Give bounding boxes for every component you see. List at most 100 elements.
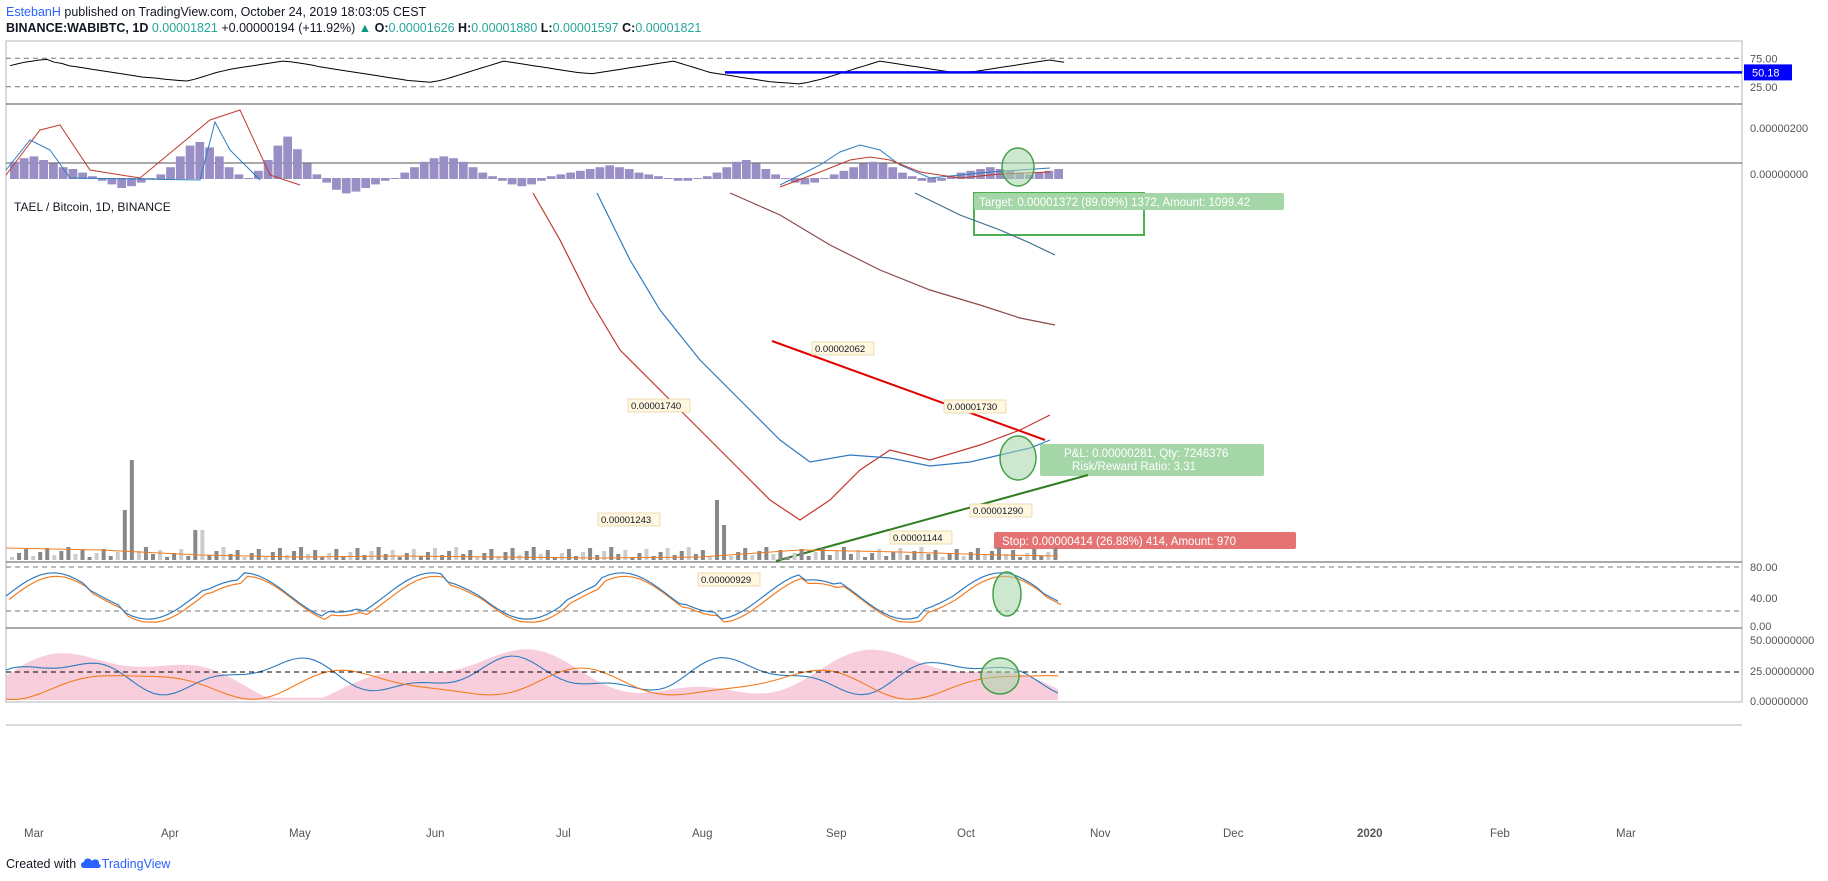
resistance-trendline [771, 340, 1046, 441]
x-axis-label: Mar [1616, 828, 1636, 840]
volume-bar [376, 547, 381, 560]
macd-histogram-bar [761, 169, 771, 179]
volume-bar [863, 557, 868, 560]
macd-histogram-bar [127, 178, 136, 187]
volume-bar [383, 554, 388, 560]
volume-bar [919, 547, 924, 560]
volume-bar [503, 552, 508, 560]
macd-histogram-bar [839, 170, 849, 179]
volume-bar [172, 553, 177, 560]
macd-histogram-bar [507, 178, 517, 185]
target-label-box [974, 193, 1284, 210]
price-annotation-box [889, 530, 953, 545]
volume-bar [707, 557, 712, 560]
volume-bar [912, 551, 917, 560]
macd-histogram-bar [146, 178, 156, 179]
macd-histogram-bar [332, 178, 341, 190]
macd-line-right [779, 144, 1051, 186]
macd-histogram-bar [585, 169, 595, 179]
macd-histogram-bar [19, 158, 29, 179]
macd-histogram-bar [820, 178, 829, 179]
stop-label-box [994, 532, 1296, 549]
macd-histogram-bar [634, 172, 644, 179]
volume-bar [1018, 557, 1023, 560]
open-value: 0.00001626 [388, 21, 455, 35]
price-annotation-box [811, 341, 875, 356]
volume-bar [186, 556, 191, 560]
volume-bar [341, 556, 346, 560]
macd-histogram-bar [253, 170, 263, 179]
macd-histogram-bar [410, 167, 419, 179]
macd-histogram-bar [302, 163, 312, 179]
macd-histogram-bar [927, 178, 937, 183]
macd-histogram-bar [800, 178, 810, 185]
x-axis-label: 2020 [1357, 828, 1383, 840]
macd-histogram-bar [673, 178, 683, 181]
macd-histogram-bar [1054, 169, 1063, 179]
volume-bar [926, 554, 931, 560]
volume-bar [856, 550, 860, 560]
macd-histogram-bar [10, 161, 19, 179]
volume-bar [31, 556, 36, 560]
volume-bar [228, 554, 233, 560]
volume-bar [108, 556, 113, 560]
volume-bar [813, 552, 818, 560]
price-annotation-label: 0.00001740 [631, 401, 681, 412]
volume-bar [496, 556, 501, 560]
breakout-highlight [999, 435, 1037, 481]
symbol-label: BINANCE:WABIBTC, 1D [6, 21, 149, 35]
risk-reward-label: Risk/Reward Ratio: 3.31 [1072, 461, 1196, 473]
volume-bar [891, 552, 896, 560]
up-arrow-icon: ▲ [358, 21, 372, 35]
tradingview-brand[interactable]: TradingView [101, 857, 171, 871]
volume-ma-line [5, 547, 1059, 559]
stoch-axis-tick: 0.00 [1750, 621, 1771, 633]
volume-bar [623, 550, 628, 560]
volume-bar [757, 551, 762, 560]
macd-histogram-bar [429, 158, 439, 179]
volume-bar [38, 552, 43, 560]
volume-bar [235, 550, 240, 560]
volume-bar [277, 548, 282, 560]
macd-histogram-bar [371, 178, 380, 185]
volume-bar [989, 551, 994, 560]
volume-bar [588, 548, 593, 560]
macd-histogram-bar [1044, 170, 1054, 179]
volume-bar [700, 550, 705, 560]
price-annotation-label: 0.00001243 [601, 515, 651, 526]
stoch-d-line [8, 575, 1062, 623]
macd-histogram-bar [400, 172, 410, 179]
macd-axis-tick: 0.00000200 [1750, 123, 1808, 135]
price-annotation-box [943, 399, 1007, 414]
macd-histogram-bar [868, 161, 878, 179]
macd-histogram-bar [605, 165, 615, 179]
volume-bar [827, 555, 832, 560]
volume-bar [644, 549, 649, 560]
macd-histogram-bar [644, 174, 654, 179]
volume-bar [552, 557, 557, 560]
macd-histogram-bar [790, 178, 800, 183]
dmi-axis-tick: 0.00000000 [1750, 696, 1808, 708]
author-link[interactable]: EstebanH [6, 5, 61, 19]
volume-bar [750, 555, 755, 560]
macd-histogram-bar [527, 178, 536, 185]
volume-bar [80, 550, 85, 560]
price-annotation-label: 0.00000929 [701, 575, 751, 586]
volume-bar [390, 550, 395, 560]
macd-histogram-bar [985, 167, 995, 179]
volume-bar [299, 547, 304, 560]
macd-histogram-bar [78, 172, 88, 179]
volume-bar [115, 552, 120, 560]
volume-bar [489, 549, 494, 560]
volume-bar [122, 510, 127, 560]
price-annotation-box [627, 398, 691, 413]
volume-bar [637, 553, 642, 560]
macd-histogram-bar [214, 156, 224, 179]
high-value: 0.00001880 [471, 21, 538, 35]
stoch-k-line [5, 572, 1059, 620]
price-annotation-label: 0.00002062 [815, 344, 865, 355]
macd-histogram-bar [497, 178, 507, 181]
volume-bar [616, 554, 621, 560]
volume-bar [961, 556, 966, 560]
